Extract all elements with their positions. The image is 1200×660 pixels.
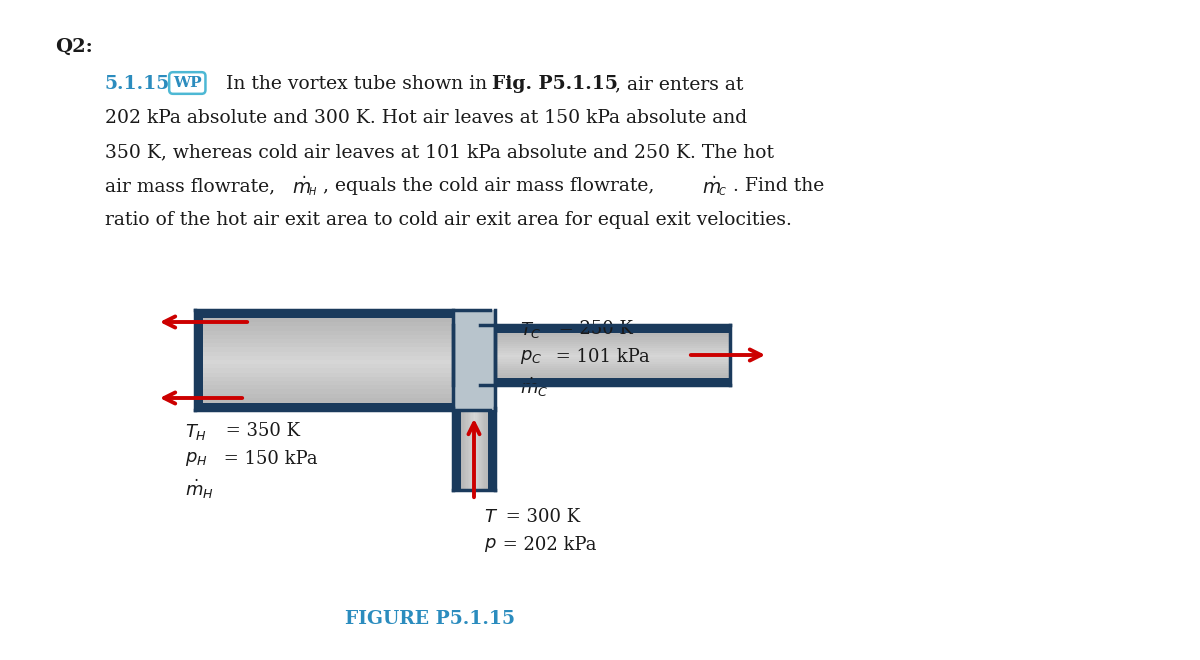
Text: WP: WP [173, 76, 202, 90]
Bar [452, 325, 496, 385]
Bar [203, 389, 490, 394]
Text: = 350 K: = 350 K [220, 422, 300, 440]
Bar [203, 339, 490, 344]
Bar [203, 364, 490, 369]
Bar [473, 408, 474, 490]
Text: $T$: $T$ [484, 508, 498, 526]
Bar [485, 408, 486, 490]
Bar [203, 322, 490, 327]
Text: 350 K, whereas cold air leaves at 101 kPa absolute and 250 K. The hot: 350 K, whereas cold air leaves at 101 kP… [106, 143, 774, 161]
Bar [468, 408, 469, 490]
Bar [203, 398, 490, 403]
Text: $_H$: $_H$ [308, 184, 317, 198]
Bar [480, 370, 730, 373]
Bar [203, 327, 490, 331]
Text: $T_H$: $T_H$ [185, 422, 208, 442]
Bar [480, 368, 730, 371]
Bar [480, 342, 730, 345]
Bar [203, 368, 490, 373]
Bar [464, 408, 467, 490]
Text: 5.1.15: 5.1.15 [106, 75, 170, 93]
Text: In the vortex tube shown in: In the vortex tube shown in [220, 75, 493, 93]
Bar [480, 362, 730, 364]
Bar [194, 310, 490, 410]
Text: $p_C$: $p_C$ [520, 348, 542, 366]
Text: = 150 kPa: = 150 kPa [218, 450, 318, 468]
Text: = 250 K: = 250 K [553, 320, 632, 338]
Bar [480, 357, 730, 360]
Bar [203, 360, 490, 365]
Bar [203, 347, 490, 352]
Bar [480, 335, 730, 338]
Bar [454, 310, 496, 410]
Bar [203, 377, 490, 381]
Bar [462, 408, 464, 490]
Text: $p_H$: $p_H$ [185, 450, 208, 468]
Bar [461, 408, 463, 490]
Bar [475, 408, 478, 490]
Text: Fig. P5.1.15: Fig. P5.1.15 [492, 75, 618, 93]
Bar [486, 408, 487, 490]
Text: = 101 kPa: = 101 kPa [550, 348, 649, 366]
Bar [203, 331, 490, 335]
Text: $\dot{m}$: $\dot{m}$ [702, 177, 721, 199]
Bar [203, 343, 490, 348]
Text: FIGURE P5.1.15: FIGURE P5.1.15 [346, 610, 515, 628]
Text: 202 kPa absolute and 300 K. Hot air leaves at 150 kPa absolute and: 202 kPa absolute and 300 K. Hot air leav… [106, 109, 748, 127]
Bar [470, 408, 472, 490]
Text: = 202 kPa: = 202 kPa [497, 536, 596, 554]
Bar [478, 408, 480, 490]
Text: $_C$: $_C$ [718, 184, 727, 198]
Text: $T_C$: $T_C$ [520, 320, 541, 340]
Bar [454, 408, 496, 490]
Bar [484, 408, 485, 490]
Bar [480, 337, 730, 340]
Bar [480, 344, 730, 346]
Bar [480, 373, 730, 376]
Bar [480, 346, 730, 349]
Bar [203, 385, 490, 390]
Bar [480, 408, 482, 490]
Bar [476, 408, 479, 490]
Text: = 300 K: = 300 K [500, 508, 580, 526]
Bar [480, 333, 730, 336]
Text: ratio of the hot air exit area to cold air exit area for equal exit velocities.: ratio of the hot air exit area to cold a… [106, 211, 792, 229]
Bar [480, 350, 730, 353]
Bar [480, 360, 730, 362]
Text: $p$: $p$ [484, 536, 497, 554]
Bar [203, 318, 490, 323]
Bar [203, 352, 490, 356]
Bar [482, 408, 484, 490]
Bar [480, 353, 730, 356]
Text: $\dot{m}_H$: $\dot{m}_H$ [185, 478, 214, 502]
Bar [480, 325, 730, 385]
Bar [480, 364, 730, 366]
Bar [203, 393, 490, 398]
Bar [474, 408, 475, 490]
Bar [203, 335, 490, 339]
Text: $\dot{m}$: $\dot{m}$ [292, 177, 311, 199]
Text: Q2:: Q2: [55, 38, 92, 56]
Bar [466, 408, 468, 490]
Bar [472, 408, 473, 490]
Bar [480, 348, 730, 351]
Bar [480, 355, 730, 358]
Bar [203, 373, 490, 378]
Bar [480, 375, 730, 378]
Text: . Find the: . Find the [733, 177, 824, 195]
Bar [203, 381, 490, 385]
Bar [480, 340, 730, 343]
Bar [480, 366, 730, 369]
Bar [203, 356, 490, 360]
Bar [469, 408, 470, 490]
Text: , equals the cold air mass flowrate,: , equals the cold air mass flowrate, [323, 177, 660, 195]
Text: , air enters at: , air enters at [616, 75, 743, 93]
Text: air mass flowrate,: air mass flowrate, [106, 177, 281, 195]
Text: $\dot{m}_C$: $\dot{m}_C$ [520, 376, 548, 399]
Bar [463, 408, 466, 490]
Bar [479, 408, 481, 490]
